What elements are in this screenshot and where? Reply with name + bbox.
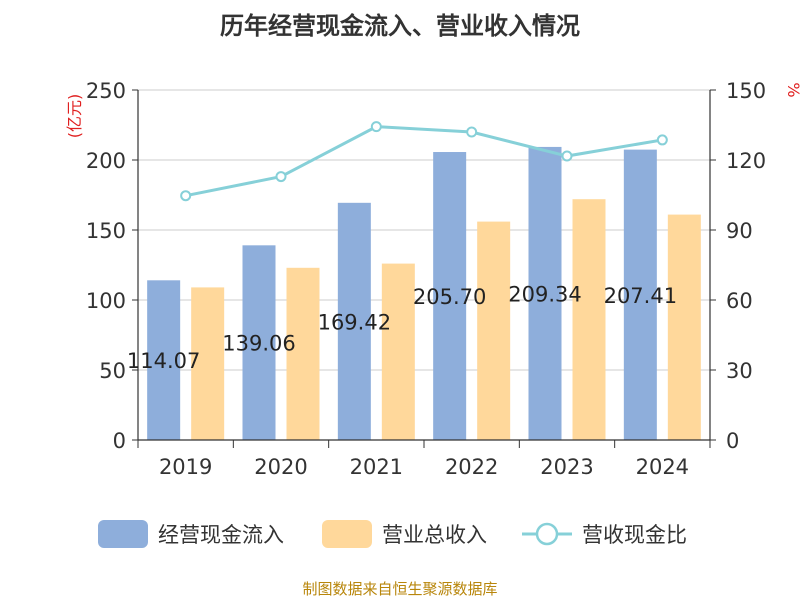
- left-axis-tick-label: 150: [86, 219, 126, 243]
- right-axis-tick-label: 0: [726, 429, 739, 453]
- right-axis-tick-label: 30: [726, 359, 753, 383]
- line-point: [370, 121, 382, 133]
- line-point: [466, 126, 478, 138]
- legend-label: 经营现金流入: [158, 523, 284, 547]
- line-point: [656, 134, 668, 146]
- bar-revenue: [667, 214, 701, 440]
- bar-data-label: 209.34: [508, 282, 581, 306]
- chart-title: 历年经营现金流入、营业收入情况: [220, 12, 580, 40]
- line-series: [180, 121, 668, 202]
- bar-data-label: 207.41: [604, 284, 677, 308]
- x-axis-tick-label: 2022: [445, 455, 498, 479]
- right-axis-tick-label: 120: [726, 149, 766, 173]
- right-axis-tick-label: 150: [726, 79, 766, 103]
- bar-cash-inflow: [623, 149, 657, 440]
- legend-marker: [535, 522, 559, 546]
- right-axis-unit: %: [784, 82, 800, 97]
- x-axis-tick-label: 2024: [636, 455, 689, 479]
- right-axis-tick-label: 90: [726, 219, 753, 243]
- line-ratio: [185, 125, 663, 198]
- bar-revenue: [381, 263, 415, 440]
- bar-revenue: [286, 267, 320, 440]
- data-labels: 114.07 139.06 169.42 205.70 209.34 207.41: [127, 282, 677, 373]
- bar-revenue: [477, 221, 511, 440]
- source-note: 制图数据来自恒生聚源数据库: [302, 580, 498, 598]
- legend-label: 营收现金比: [582, 523, 687, 547]
- bar-data-label: 114.07: [127, 349, 200, 373]
- legend-swatch: [98, 520, 148, 548]
- left-axis-tick-label: 250: [86, 79, 126, 103]
- left-axis-tick-label: 100: [86, 289, 126, 313]
- bar-cash-inflow: [528, 146, 562, 440]
- left-axis-tick-label: 50: [99, 359, 126, 383]
- line-point: [561, 150, 573, 162]
- bar-revenue: [191, 287, 225, 440]
- legend-item-ratio: 营收现金比: [522, 522, 687, 547]
- left-axis-tick-label: 200: [86, 149, 126, 173]
- bar-data-label: 169.42: [318, 310, 391, 334]
- line-point: [180, 190, 192, 202]
- legend-item-revenue: 营业总收入: [322, 520, 487, 548]
- legend: 经营现金流入 营业总收入 营收现金比: [98, 520, 687, 548]
- x-axis-tick-label: 2019: [159, 455, 212, 479]
- bar-cash-inflow: [337, 202, 371, 440]
- right-axis-tick-label: 60: [726, 289, 753, 313]
- legend-label: 营业总收入: [382, 523, 487, 547]
- axes: 0 50 100 150 200 250 0 30 60 90 120 150 (亿元)% 2019 202…: [65, 79, 800, 479]
- bar-data-label: 205.70: [413, 285, 486, 309]
- left-axis-tick-label: 0: [113, 429, 126, 453]
- legend-swatch: [322, 520, 372, 548]
- legend-item-cash-inflow: 经营现金流入: [98, 520, 284, 548]
- bar-cash-inflow: [433, 152, 467, 440]
- bar-cash-inflow: [242, 245, 276, 440]
- x-axis-tick-label: 2020: [254, 455, 307, 479]
- left-axis-unit: (亿元): [65, 94, 84, 139]
- bar-data-label: 139.06: [222, 332, 295, 356]
- x-axis-tick-label: 2023: [540, 455, 593, 479]
- x-axis-tick-label: 2021: [350, 455, 403, 479]
- bar-revenue: [572, 199, 606, 440]
- bar-cash-inflow: [147, 280, 181, 440]
- line-point: [275, 171, 287, 183]
- bar-series: [147, 146, 701, 440]
